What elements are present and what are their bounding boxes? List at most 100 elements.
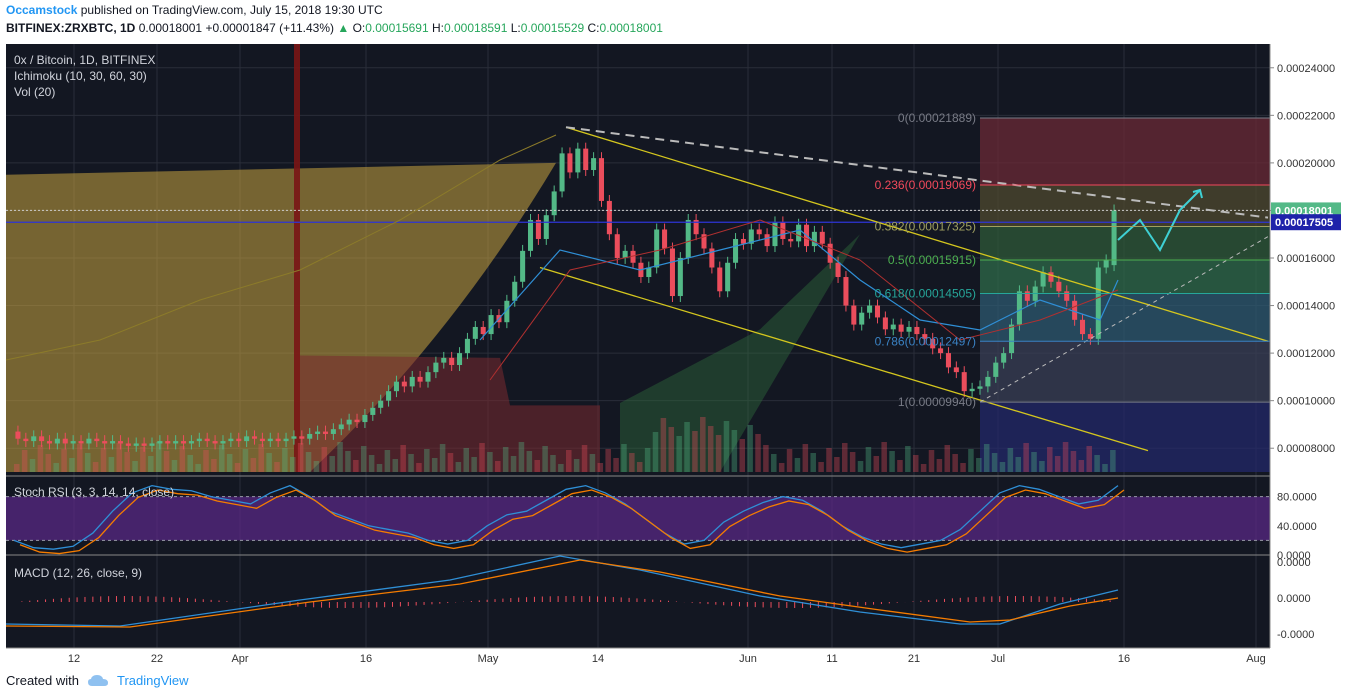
candle-body [330,429,336,434]
tradingview-link[interactable]: TradingView [116,673,189,688]
volume-bar [479,443,485,472]
volume-bar [660,418,667,472]
candle-body [551,191,557,216]
candle-body [1056,281,1062,292]
volume-bar [857,461,864,472]
stoch-k [13,484,1119,550]
candle-body [543,215,549,239]
volume-bar [771,454,777,472]
time-axis[interactable]: 12 22 Apr 16 May 14 Jun 11 21 Jul 16 Aug [6,647,1270,665]
volume-bar [668,427,675,472]
volume-bar [495,461,501,472]
volume-bar [439,444,446,472]
volume-bar [392,459,399,472]
candle-body [291,436,297,439]
volume-bar [1086,446,1092,472]
author-link[interactable]: Occamstock [6,3,78,17]
ichimoku-base [489,219,1119,381]
candle-body [693,219,699,235]
last-price: 0.00018001 [138,21,203,35]
volume-bar [794,458,801,472]
footer: Created with TradingView [6,673,189,688]
volume-bar [849,452,856,472]
volume-bar [976,458,982,472]
volume-bar [676,436,682,472]
candle-body [31,436,37,442]
volume-bar [944,445,951,472]
candle-body [370,407,376,415]
volume-bar [1102,464,1108,472]
close-value: 0.00018001 [599,21,663,35]
volume-bar [605,449,611,472]
volume-bar [1078,460,1085,472]
candle-body [1095,267,1101,339]
time-tick-label: 14 [592,653,604,665]
legend-macd: MACD (12, 26, close, 9) [14,566,142,580]
candle-body [110,441,116,444]
candle-body [1016,291,1022,325]
candle-body [220,441,226,444]
candle-body [1040,272,1046,287]
candle-body [354,419,360,423]
candle-body [662,229,668,249]
volume-bar [1023,443,1029,472]
stoch-axis-label: 80.0000 [1277,492,1317,504]
volume-bar [873,456,880,472]
volume-bar [171,460,178,472]
candle-body [504,300,510,323]
stoch-band [6,496,1270,541]
volume-bar [77,444,83,472]
candle-body [62,438,68,444]
fib-band [980,341,1270,403]
candle-body [835,262,841,278]
volume-bar [132,461,138,472]
candle-body [606,200,612,235]
volume-bar [723,421,730,472]
candle-body [425,372,431,382]
candle-body [117,441,123,444]
candle-body [275,438,281,442]
fib-band [980,260,1270,294]
volume-bar [368,455,375,472]
volume-bar [124,452,130,472]
candle-body [945,353,951,368]
volume-bar [826,448,832,472]
volume-bar [345,451,351,472]
fib-band [980,293,1270,342]
volume-bar [581,445,588,472]
volume-bar [755,434,761,472]
time-tick-label: Apr [231,653,248,665]
candle-body [23,438,29,442]
candle-body [1001,353,1007,363]
candle-body [717,267,723,292]
macd-axis-label: 0.0000 [1277,557,1311,569]
symbol-line: BITFINEX:ZRXBTC, 1D 0.00018001 +0.000018… [6,21,663,35]
volume-bar [187,455,194,472]
volume-bar [297,443,304,472]
candle-body [102,441,108,444]
candle-body [646,267,652,278]
candle-body [1009,324,1015,354]
fib-band [980,117,1270,186]
price-chart[interactable]: 0(0.00021889) 0.236(0.00019069) 0.382(0.00… [0,40,1348,670]
candle-body [583,148,589,171]
volume-bar [226,454,233,472]
candle-body [1048,272,1054,282]
open-label: O: [352,21,366,35]
volume-bar [1015,457,1022,472]
candle-body [622,250,628,258]
volume-bar [53,463,59,472]
price-tick-label: 0.00020000 [1277,158,1335,170]
volume-bar [290,457,296,472]
candle-body [1064,291,1070,301]
price-axis[interactable]: 0.000240000.000220000.000200000.00018000… [1269,44,1341,648]
stoch-d [19,489,1125,555]
volume-bar [282,448,288,472]
candle-body [740,238,746,244]
volume-bar [274,462,280,472]
candle-body [39,436,45,442]
channel-lower [539,266,1149,452]
candle-body [520,250,526,282]
volume-bar [108,457,115,472]
volume-bar [14,464,20,472]
